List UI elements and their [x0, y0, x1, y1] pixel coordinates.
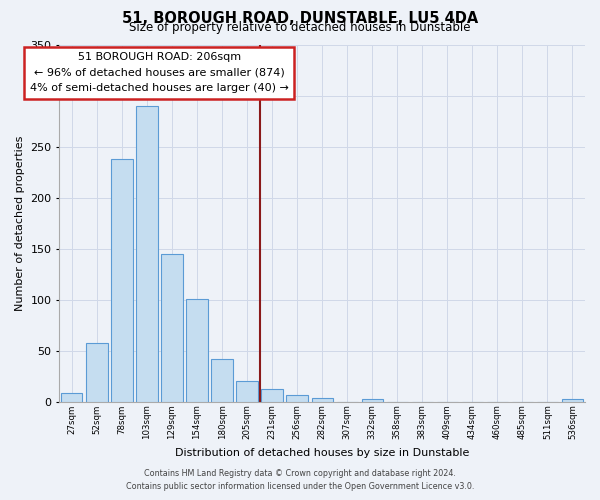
Bar [211, 358, 233, 402]
Bar [262, 390, 283, 402]
Text: Size of property relative to detached houses in Dunstable: Size of property relative to detached ho… [129, 21, 471, 34]
Y-axis label: Number of detached properties: Number of detached properties [15, 136, 25, 311]
Bar [562, 400, 583, 402]
Bar [61, 394, 82, 402]
Bar [187, 298, 208, 402]
Bar [311, 398, 333, 402]
Text: 51 BOROUGH ROAD: 206sqm
← 96% of detached houses are smaller (874)
4% of semi-de: 51 BOROUGH ROAD: 206sqm ← 96% of detache… [30, 52, 289, 94]
Text: 51, BOROUGH ROAD, DUNSTABLE, LU5 4DA: 51, BOROUGH ROAD, DUNSTABLE, LU5 4DA [122, 11, 478, 26]
Bar [236, 381, 258, 402]
X-axis label: Distribution of detached houses by size in Dunstable: Distribution of detached houses by size … [175, 448, 469, 458]
Bar [136, 106, 158, 402]
Bar [86, 344, 107, 402]
Text: Contains HM Land Registry data © Crown copyright and database right 2024.
Contai: Contains HM Land Registry data © Crown c… [126, 469, 474, 491]
Bar [111, 159, 133, 402]
Bar [362, 400, 383, 402]
Bar [286, 396, 308, 402]
Bar [161, 254, 182, 402]
